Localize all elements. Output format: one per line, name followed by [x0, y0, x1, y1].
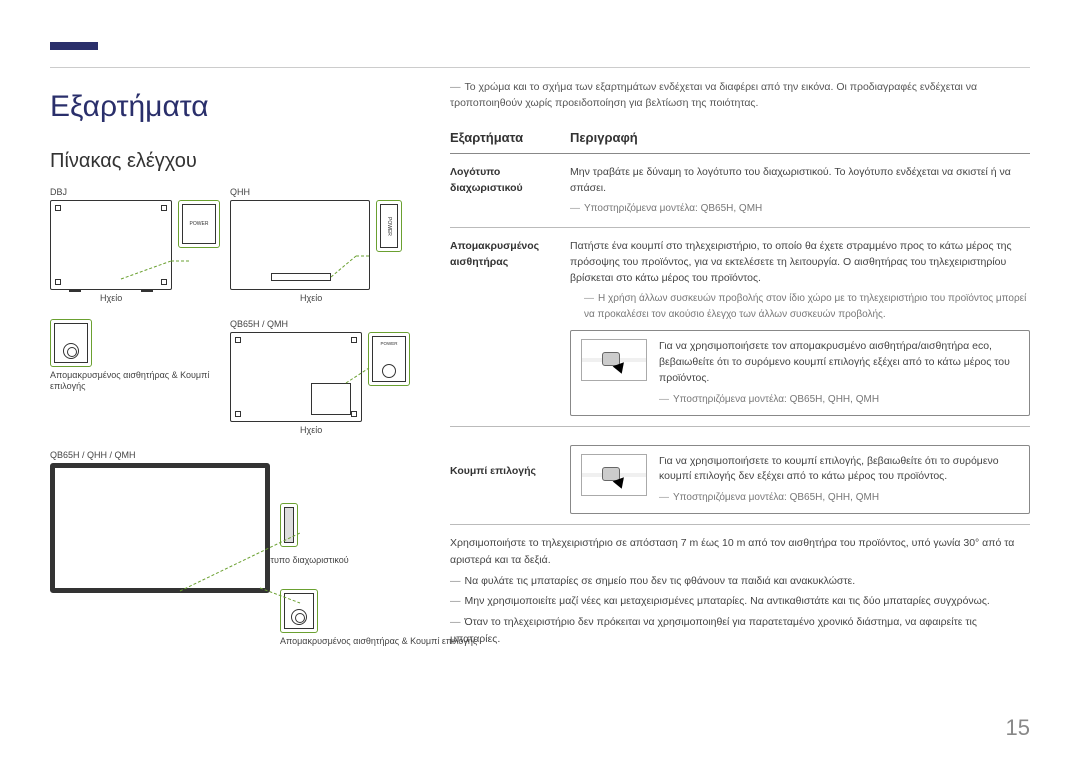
speaker-label-qhh: Ηχείο — [300, 293, 410, 305]
power-panel-qhh: POWER — [376, 200, 402, 252]
model-label-dbj: DBJ — [50, 187, 220, 197]
heading-1: Εξαρτήματα — [50, 90, 420, 124]
page-top-rule — [50, 50, 1030, 68]
sensor-box-highlight — [50, 319, 92, 367]
heading-2: Πίνακας ελέγχου — [50, 150, 420, 173]
table-row: Κουμπί επιλογής Για να χρησιμοποιήσετε τ… — [450, 437, 1030, 526]
bottom-bullet: Να φυλάτε τις μπαταρίες σε σημείο που δε… — [465, 575, 856, 587]
sensor-figure — [581, 339, 647, 381]
model-label-qb65: QB65H / QMH — [230, 319, 410, 329]
inset-box: Για να χρησιμοποιήσετε το κουμπί επιλογή… — [570, 445, 1030, 515]
tv-qb65 — [230, 332, 362, 422]
inset-box: Για να χρησιμοποιήσετε τον απομακρυσμένο… — [570, 330, 1030, 415]
sensor-caption: Απομακρυσμένος αισθητήρας & Κουμπί επιλο… — [50, 370, 220, 393]
inset-subnote: Υποστηριζόμενα μοντέλα: QB65H, QHH, QMH — [673, 394, 879, 405]
right-column: ―Το χρώμα και το σχήμα των εξαρτημάτων ε… — [450, 80, 1030, 652]
th-description: Περιγραφή — [570, 130, 1030, 145]
sensor-figure — [581, 454, 647, 496]
tv-dbj — [50, 200, 172, 290]
bottom-bullet: Όταν το τηλεχειριστήριο δεν πρόκειται να… — [450, 616, 977, 645]
inset-text: Για να χρησιμοποιήσετε τον απομακρυσμένο… — [659, 340, 1010, 384]
top-note: ―Το χρώμα και το σχήμα των εξαρτημάτων ε… — [450, 80, 1030, 112]
row-label: Απομακρυσμένος αισθητήρας — [450, 238, 570, 416]
power-panel-dbj: POWER — [178, 200, 220, 248]
diagram-row-3: QB65H / QHH / QMH Λ — [50, 450, 420, 647]
bottom-lead: Χρησιμοποιήστε το τηλεχειριστήριο σε από… — [450, 535, 1030, 569]
inset-text: Για να χρησιμοποιήσετε το κουμπί επιλογή… — [659, 455, 999, 483]
inset-subnote: Υποστηριζόμενα μοντέλα: QB65H, QHH, QMH — [673, 492, 879, 503]
remote-button-caption: Απομακρυσμένος αισθητήρας & Κουμπί επιλο… — [280, 636, 477, 648]
model-label-qhh: QHH — [230, 187, 410, 197]
speaker-label-qb65: Ηχείο — [300, 425, 410, 437]
table-row: Λογότυπο διαχωριστικού Μην τραβάτε με δύ… — [450, 164, 1030, 228]
sensor-box — [54, 323, 88, 363]
bottom-bullet: Μην χρησιμοποιείτε μαζί νέες και μεταχει… — [465, 595, 990, 607]
model-label-combo: QB65H / QHH / QMH — [50, 450, 420, 460]
diagram-row-1: DBJ POWER — [50, 187, 420, 305]
diagram-row-2: Απομακρυσμένος αισθητήρας & Κουμπί επιλο… — [50, 319, 420, 437]
row-label: Κουμπί επιλογής — [450, 437, 570, 515]
row-subnote: Η χρήση άλλων συσκευών προβολής στον ίδι… — [584, 293, 1026, 320]
power-panel-qb65: POWER — [368, 332, 410, 386]
table-header: Εξαρτήματα Περιγραφή — [450, 130, 1030, 154]
row-text: Πατήστε ένα κουμπί στο τηλεχειριστήριο, … — [570, 240, 1012, 285]
row-label: Λογότυπο διαχωριστικού — [450, 164, 570, 217]
left-column: Εξαρτήματα Πίνακας ελέγχου DBJ — [50, 80, 420, 652]
row-subnote: Υποστηριζόμενα μοντέλα: QB65H, QMH — [584, 203, 762, 214]
speaker-label-dbj: Ηχείο — [100, 293, 220, 305]
th-components: Εξαρτήματα — [450, 130, 570, 145]
tv-qhh — [230, 200, 370, 290]
bottom-text: Χρησιμοποιήστε το τηλεχειριστήριο σε από… — [450, 535, 1030, 648]
table-row: Απομακρυσμένος αισθητήρας Πατήστε ένα κο… — [450, 238, 1030, 427]
page-number: 15 — [1006, 715, 1030, 741]
row-text: Μην τραβάτε με δύναμη το λογότυπο του δι… — [570, 166, 1011, 194]
